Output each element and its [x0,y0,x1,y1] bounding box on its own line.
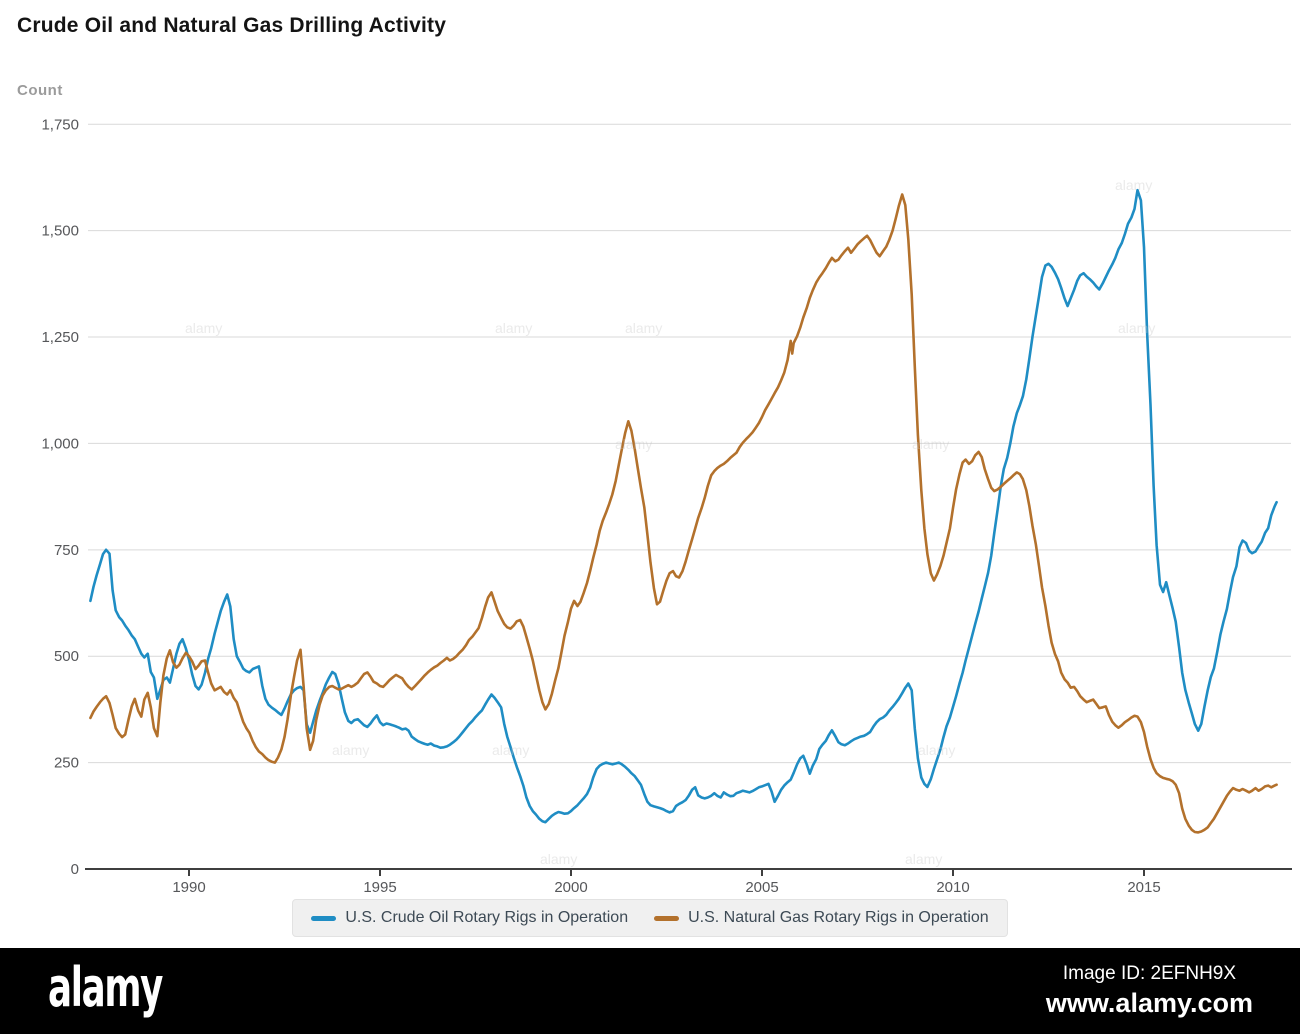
y-tick-label: 1,250 [41,329,79,346]
y-tick-label: 1,750 [41,116,79,133]
legend-box: U.S. Crude Oil Rotary Rigs in Operation … [292,899,1008,937]
x-tick-label: 2000 [554,879,587,896]
x-tick-label: 2005 [745,879,778,896]
y-tick-label: 750 [54,542,79,559]
alamy-logo: alamy [48,956,163,1019]
y-axis-title: Count [17,82,63,99]
legend-label-crude-oil: U.S. Crude Oil Rotary Rigs in Operation [345,909,629,926]
x-tick-label: 1995 [363,879,396,896]
natural-gas-line [89,193,1278,834]
y-tick-label: 250 [54,755,79,772]
legend-item-crude-oil: U.S. Crude Oil Rotary Rigs in Operation [311,909,628,927]
natural-gas-swatch-icon [654,915,680,921]
chart-title: Crude Oil and Natural Gas Drilling Activ… [17,14,447,37]
x-tick-label: 1990 [172,879,205,896]
alamy-meta: Image ID: 2EFNH9X www.alamy.com [1046,963,1253,1019]
legend: U.S. Crude Oil Rotary Rigs in Operation … [0,899,1300,937]
x-tick-label: 2010 [936,879,969,896]
y-tick-label: 1,000 [41,435,79,452]
legend-item-natural-gas: U.S. Natural Gas Rotary Rigs in Operatio… [654,909,989,927]
alamy-footer-bar: alamy Image ID: 2EFNH9X www.alamy.com [0,948,1300,1034]
y-tick-label: 1,500 [41,223,79,240]
plot-area: 0 250 500 750 1,000 1,250 1,500 1,750 1990 1995 20… [41,116,1292,896]
x-tick-label: 2015 [1127,879,1160,896]
image-id-label: Image ID: 2EFNH9X [1062,963,1237,984]
legend-label-natural-gas: U.S. Natural Gas Rotary Rigs in Operatio… [688,909,989,926]
alamy-url-label: www.alamy.com [1045,988,1253,1018]
y-tick-label: 500 [54,648,79,665]
y-tick-label: 0 [71,861,79,878]
crude-oil-swatch-icon [311,915,337,921]
crude-oil-line [89,188,1278,824]
